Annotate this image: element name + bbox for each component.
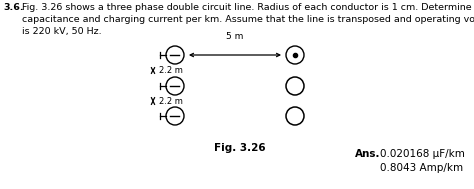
Text: Fig. 3.26 shows a three phase double circuit line. Radius of each conductor is 1: Fig. 3.26 shows a three phase double cir… bbox=[22, 3, 474, 36]
Text: Fig. 3.26: Fig. 3.26 bbox=[214, 143, 266, 153]
Text: 3.6.: 3.6. bbox=[3, 3, 24, 12]
Text: 2.2 m: 2.2 m bbox=[159, 66, 183, 75]
Text: 5 m: 5 m bbox=[226, 32, 244, 41]
Text: Ans.: Ans. bbox=[355, 149, 381, 159]
Text: 0.020168 μF/km: 0.020168 μF/km bbox=[380, 149, 465, 159]
Text: 0.8043 Amp/km: 0.8043 Amp/km bbox=[380, 163, 463, 173]
Text: 2.2 m: 2.2 m bbox=[159, 97, 183, 105]
